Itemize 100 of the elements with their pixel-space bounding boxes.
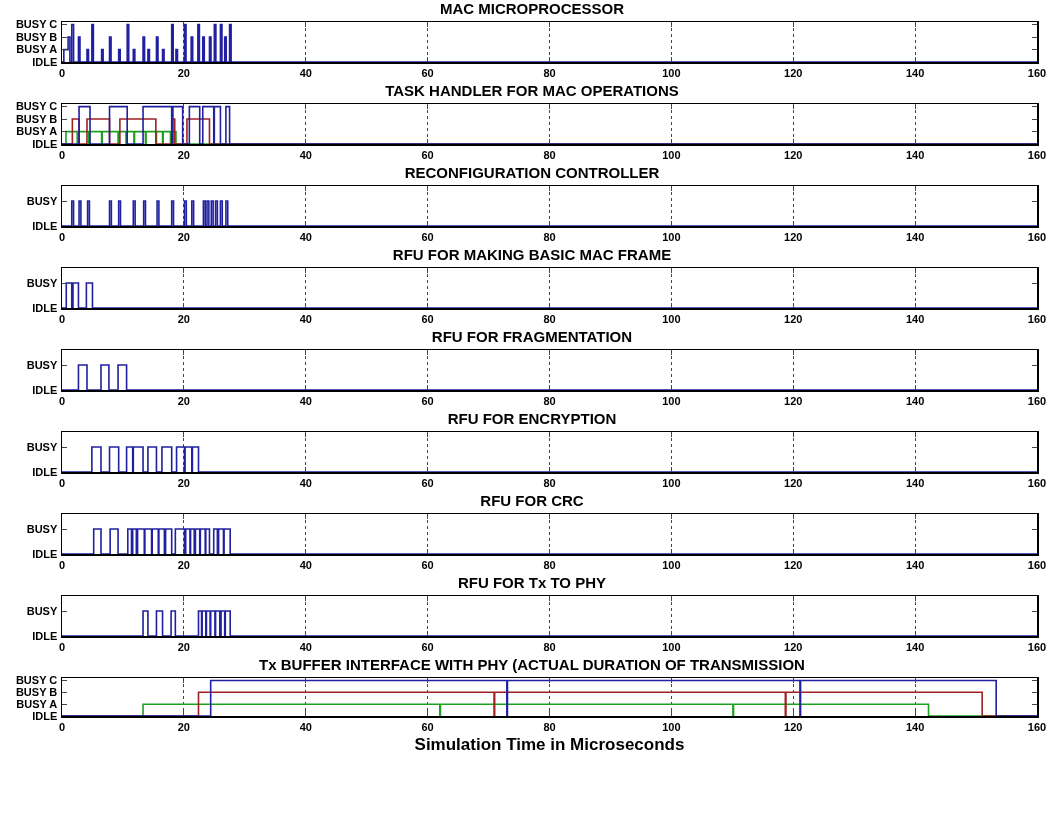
x-tick-label: 80	[543, 66, 556, 79]
text: BUSY A	[16, 43, 58, 56]
x-tick-label: 20	[177, 720, 191, 733]
x-tick-label: 40	[299, 558, 312, 571]
x-tick-label: 40	[299, 394, 312, 407]
x-tick-label: 80	[543, 148, 556, 161]
x-tick-label: 40	[299, 312, 312, 325]
chart-title: RFU FOR FRAGMENTATION	[431, 327, 633, 345]
text: IDLE	[32, 465, 58, 478]
text: IDLE	[32, 629, 58, 642]
x-tick-label: 120	[784, 394, 803, 407]
x-tick-label: 100	[662, 476, 681, 489]
x-tick-label: 160	[1027, 230, 1047, 243]
x-tick-label: 60	[421, 476, 434, 489]
x-tick-label: 140	[905, 558, 925, 571]
text: IDLE	[32, 301, 58, 314]
text: IDLE	[32, 547, 58, 560]
x-tick-label: 80	[543, 394, 556, 407]
chart-title: RFU FOR MAKING BASIC MAC FRAME	[392, 245, 672, 263]
x-tick-label: 120	[784, 66, 803, 79]
x-tick-label: 20	[177, 148, 191, 161]
x-tick-label: 160	[1027, 720, 1047, 733]
x-tick-label: 0	[58, 720, 66, 733]
x-tick-label: 0	[58, 312, 66, 325]
x-axis-title: Simulation Time in Microseconds	[414, 734, 685, 754]
x-tick-label: 40	[299, 640, 312, 653]
text: BUSY	[26, 440, 58, 453]
text: IDLE	[32, 219, 58, 232]
text: BUSY	[26, 604, 58, 617]
x-tick-label: 140	[905, 230, 925, 243]
x-tick-label: 140	[905, 66, 925, 79]
text: BUSY	[26, 358, 58, 371]
text: BUSY C	[15, 100, 58, 113]
x-tick-label: 60	[421, 66, 434, 79]
x-tick-label: 120	[784, 230, 803, 243]
x-tick-label: 140	[905, 720, 925, 733]
text: BUSY C	[15, 674, 58, 687]
x-tick-label: 100	[662, 230, 681, 243]
chart-title: MAC MICROPROCESSOR	[439, 0, 625, 17]
x-tick-label: 140	[905, 394, 925, 407]
x-tick-label: 160	[1027, 312, 1047, 325]
chart-title: RECONFIGURATION CONTROLLER	[404, 163, 660, 181]
x-tick-label: 20	[177, 66, 191, 79]
text: IDLE	[32, 709, 58, 722]
text: IDLE	[32, 383, 58, 396]
x-tick-label: 100	[662, 312, 681, 325]
x-tick-label: 60	[421, 230, 434, 243]
x-tick-label: 40	[299, 66, 312, 79]
text: BUSY	[26, 276, 58, 289]
x-tick-label: 60	[421, 640, 434, 653]
x-tick-label: 40	[299, 230, 312, 243]
x-tick-label: 20	[177, 476, 191, 489]
x-tick-label: 100	[662, 148, 681, 161]
x-tick-label: 100	[662, 394, 681, 407]
x-tick-label: 160	[1027, 66, 1047, 79]
text: BUSY C	[15, 18, 58, 31]
x-tick-label: 160	[1027, 476, 1047, 489]
x-tick-label: 40	[299, 720, 312, 733]
text: BUSY	[26, 522, 58, 535]
chart-title: Tx BUFFER INTERFACE WITH PHY (ACTUAL DURATION OF TRANSMISSION	[259, 655, 805, 673]
x-tick-label: 120	[784, 312, 803, 325]
text: BUSY B	[15, 30, 58, 43]
x-tick-label: 20	[177, 312, 191, 325]
text: BUSY B	[15, 686, 58, 699]
x-tick-label: 60	[421, 394, 434, 407]
x-tick-label: 120	[784, 558, 803, 571]
x-tick-label: 20	[177, 558, 191, 571]
x-tick-label: 60	[421, 148, 434, 161]
x-tick-label: 80	[543, 230, 556, 243]
x-tick-label: 80	[543, 312, 556, 325]
x-tick-label: 100	[662, 720, 681, 733]
x-tick-label: 100	[662, 66, 681, 79]
chart-title: TASK HANDLER FOR MAC OPERATIONS	[385, 81, 679, 99]
x-tick-label: 120	[784, 476, 803, 489]
x-tick-label: 0	[58, 230, 66, 243]
text: BUSY A	[16, 698, 58, 711]
x-tick-label: 20	[177, 394, 191, 407]
x-tick-label: 0	[58, 476, 66, 489]
text: BUSY	[26, 194, 58, 207]
x-tick-label: 140	[905, 640, 925, 653]
chart-title: RFU FOR CRC	[480, 491, 584, 509]
x-tick-label: 60	[421, 558, 434, 571]
x-tick-label: 20	[177, 230, 191, 243]
x-tick-label: 160	[1027, 558, 1047, 571]
chart-title: RFU FOR ENCRYPTION	[447, 409, 617, 427]
x-tick-label: 120	[784, 148, 803, 161]
text: BUSY B	[15, 112, 58, 125]
x-tick-label: 120	[784, 720, 803, 733]
x-tick-label: 100	[662, 640, 681, 653]
x-tick-label: 80	[543, 558, 556, 571]
chart-title: RFU FOR Tx TO PHY	[457, 573, 607, 591]
x-tick-label: 100	[662, 558, 681, 571]
x-tick-label: 40	[299, 476, 312, 489]
x-tick-label: 80	[543, 476, 556, 489]
x-tick-label: 40	[299, 148, 312, 161]
x-tick-label: 80	[543, 640, 556, 653]
x-tick-label: 140	[905, 148, 925, 161]
x-tick-label: 120	[784, 640, 803, 653]
text: IDLE	[32, 55, 58, 68]
x-tick-label: 80	[543, 720, 556, 733]
